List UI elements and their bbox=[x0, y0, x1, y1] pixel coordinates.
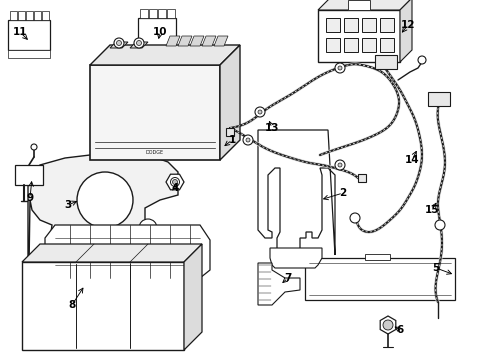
Text: 3: 3 bbox=[64, 200, 71, 210]
Bar bbox=[158, 9, 165, 18]
Circle shape bbox=[337, 66, 341, 70]
Polygon shape bbox=[22, 262, 183, 350]
Circle shape bbox=[170, 177, 179, 186]
Bar bbox=[138, 46, 176, 53]
Bar bbox=[34, 11, 41, 20]
Text: 6: 6 bbox=[396, 325, 403, 335]
Polygon shape bbox=[28, 153, 178, 335]
Bar bbox=[42, 11, 49, 20]
Polygon shape bbox=[130, 42, 148, 48]
Text: 4: 4 bbox=[171, 183, 178, 193]
Polygon shape bbox=[225, 128, 234, 136]
Bar bbox=[379, 38, 393, 52]
Circle shape bbox=[136, 41, 141, 45]
Bar bbox=[361, 18, 375, 32]
Polygon shape bbox=[317, 0, 411, 10]
Circle shape bbox=[337, 163, 341, 167]
Polygon shape bbox=[220, 45, 240, 160]
Circle shape bbox=[31, 144, 37, 150]
Bar bbox=[15, 165, 43, 185]
Circle shape bbox=[172, 180, 177, 185]
Text: 1: 1 bbox=[228, 135, 235, 145]
Text: 11: 11 bbox=[13, 27, 27, 37]
Polygon shape bbox=[165, 174, 183, 190]
Polygon shape bbox=[45, 225, 209, 278]
Polygon shape bbox=[22, 244, 202, 262]
Circle shape bbox=[139, 219, 157, 237]
Bar bbox=[167, 9, 175, 18]
Bar bbox=[361, 38, 375, 52]
Bar bbox=[343, 18, 357, 32]
Bar bbox=[149, 9, 157, 18]
Polygon shape bbox=[183, 244, 202, 350]
Bar bbox=[347, 0, 369, 10]
Bar bbox=[138, 18, 176, 46]
Polygon shape bbox=[258, 263, 299, 305]
Bar bbox=[317, 10, 399, 62]
Polygon shape bbox=[357, 174, 365, 182]
Text: DODGE: DODGE bbox=[145, 149, 164, 154]
Circle shape bbox=[258, 110, 262, 114]
Circle shape bbox=[114, 38, 124, 48]
Bar bbox=[18, 11, 25, 20]
Bar bbox=[325, 18, 339, 32]
Circle shape bbox=[243, 135, 252, 145]
Polygon shape bbox=[380, 316, 395, 334]
Polygon shape bbox=[202, 36, 216, 46]
Bar bbox=[140, 9, 148, 18]
Polygon shape bbox=[110, 42, 128, 48]
Circle shape bbox=[382, 320, 392, 330]
Text: 12: 12 bbox=[400, 20, 414, 30]
Circle shape bbox=[349, 213, 359, 223]
Polygon shape bbox=[269, 248, 321, 268]
Text: 5: 5 bbox=[431, 263, 439, 273]
Bar bbox=[140, 242, 160, 257]
Text: 9: 9 bbox=[26, 193, 34, 203]
Bar bbox=[325, 38, 339, 52]
Polygon shape bbox=[190, 36, 203, 46]
Text: 15: 15 bbox=[424, 205, 438, 215]
Bar bbox=[343, 38, 357, 52]
Text: 8: 8 bbox=[68, 300, 76, 310]
Circle shape bbox=[116, 41, 121, 45]
Polygon shape bbox=[165, 36, 180, 46]
Polygon shape bbox=[178, 36, 192, 46]
Circle shape bbox=[417, 56, 425, 64]
Bar bbox=[374, 55, 396, 69]
Circle shape bbox=[134, 38, 143, 48]
Polygon shape bbox=[305, 258, 454, 300]
Bar bbox=[8, 50, 50, 58]
Polygon shape bbox=[214, 36, 227, 46]
Text: 14: 14 bbox=[404, 155, 418, 165]
Text: 2: 2 bbox=[339, 188, 346, 198]
Circle shape bbox=[77, 172, 133, 228]
Circle shape bbox=[254, 107, 264, 117]
Circle shape bbox=[245, 138, 249, 142]
Polygon shape bbox=[90, 65, 220, 160]
Bar bbox=[364, 254, 389, 260]
Polygon shape bbox=[258, 130, 334, 258]
Circle shape bbox=[334, 63, 345, 73]
Bar bbox=[26, 11, 33, 20]
Bar bbox=[8, 20, 50, 50]
Bar bbox=[10, 11, 17, 20]
Text: 7: 7 bbox=[284, 273, 291, 283]
Circle shape bbox=[334, 160, 345, 170]
Text: 10: 10 bbox=[152, 27, 167, 37]
Bar bbox=[140, 258, 160, 270]
Polygon shape bbox=[399, 0, 411, 62]
Circle shape bbox=[434, 220, 444, 230]
Bar bbox=[379, 18, 393, 32]
Polygon shape bbox=[90, 45, 240, 65]
Bar bbox=[427, 92, 449, 106]
Text: 13: 13 bbox=[264, 123, 279, 133]
